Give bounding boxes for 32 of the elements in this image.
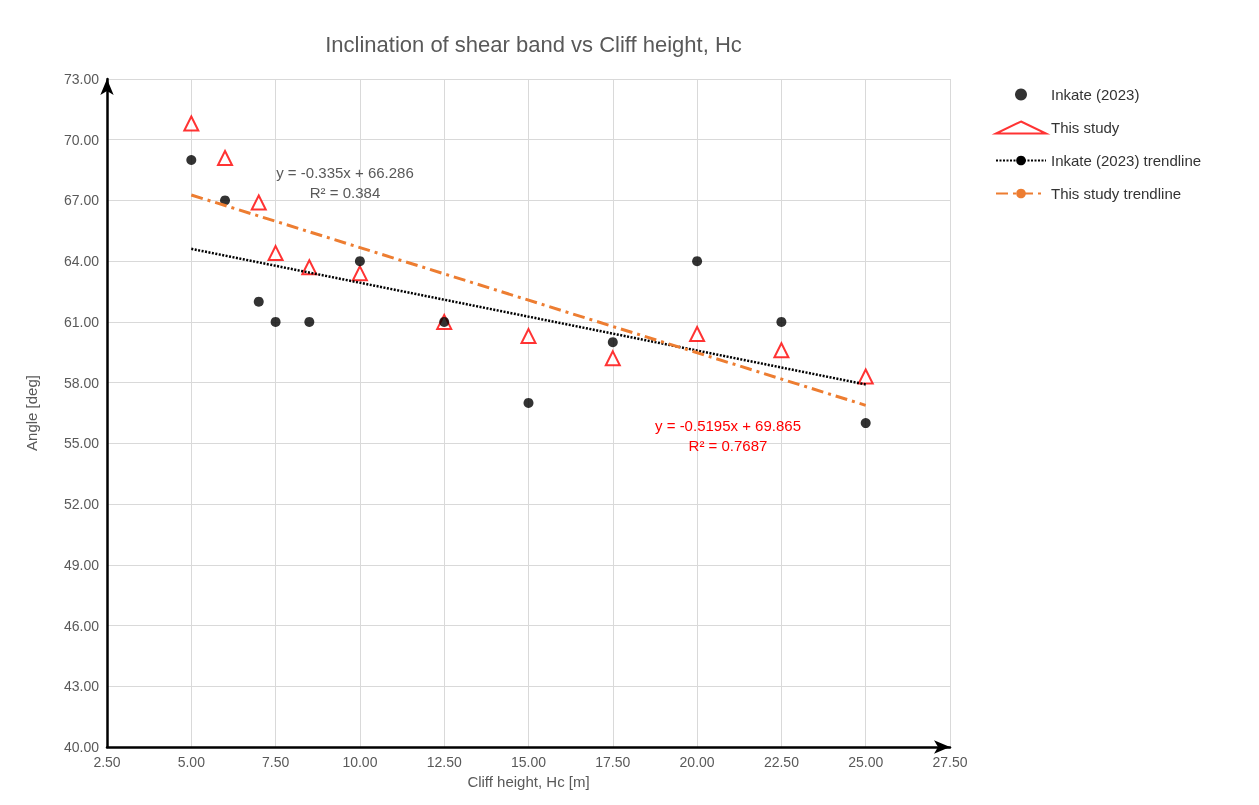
y-tick-label: 61.00 [63,313,100,330]
y-axis-title: Angle [deg] [23,375,40,451]
legend-label: This study trendline [1051,185,1182,202]
annotation: y = -0.335x + 66.286 R² = 0.384 [276,163,414,201]
x-tick-label: 2.50 [93,754,121,770]
x-tick-label: 5.00 [177,754,206,770]
x-tick-label: 10.00 [342,754,378,770]
annotation: y = -0.5195x + 69.865 R² = 0.7687 [655,416,801,454]
x-tick-label: 27.50 [932,754,968,770]
x-axis-title: Cliff height, Hc [m] [467,772,590,790]
x-tick-label: 17.50 [595,754,631,770]
y-tick-label: 55.00 [63,435,100,452]
x-tick-label: 25.00 [848,754,884,770]
legend-label: This study [1051,119,1120,136]
legend-label: Inkate (2023) [1051,86,1140,103]
chart-title: Inclination of shear band vs Cliff height, Hc [325,31,742,57]
y-tick-label: 49.00 [63,556,100,573]
legend-label: Inkate (2023) trendline [1051,152,1202,169]
y-tick-label: 52.00 [63,496,100,513]
y-tick-label: 58.00 [63,374,100,391]
x-tick-label: 7.50 [261,754,290,770]
y-tick-label: 43.00 [63,678,100,695]
x-tick-label: 15.00 [510,754,547,770]
y-tick-label: 70.00 [63,131,100,148]
x-tick-label: 20.00 [679,754,715,770]
y-tick-label: 64.00 [63,253,100,270]
x-tick-label: 22.50 [763,754,800,770]
y-tick-label: 67.00 [63,192,100,209]
y-tick-label: 40.00 [63,739,100,755]
y-tick-label: 46.00 [63,617,100,634]
x-tick-label: 12.50 [426,754,462,770]
y-tick-label: 73.00 [63,71,100,87]
